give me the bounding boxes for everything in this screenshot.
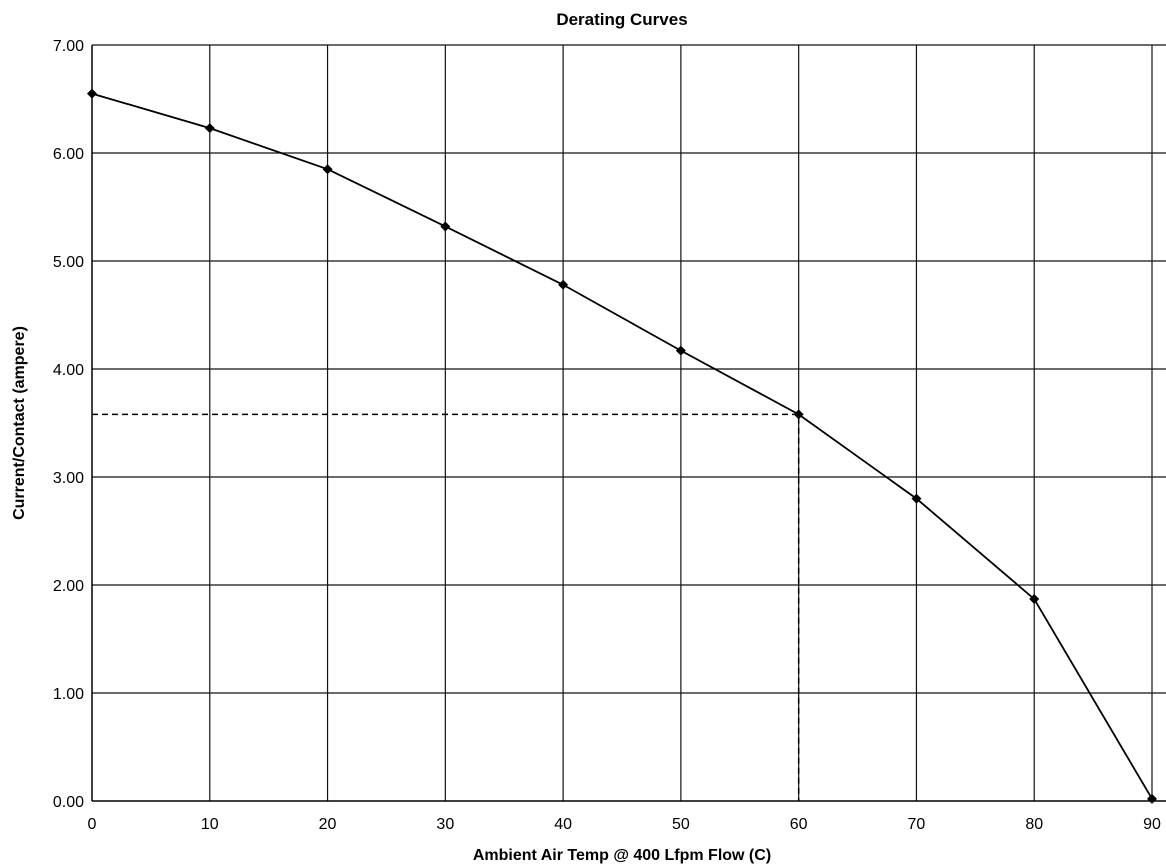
x-tick-label: 10 [201,816,219,833]
reference-line [92,413,800,801]
series-line [91,92,1153,800]
data-point [793,409,804,420]
data-point [322,164,333,175]
y-tick-label: 5.00 [53,254,84,271]
y-axis-label: Current/Contact (ampere) [11,326,28,520]
x-tick-label: 90 [1143,816,1161,833]
x-tick-label: 60 [790,816,808,833]
data-point [87,88,97,99]
data-point [911,493,922,504]
x-tick-label: 0 [88,816,97,833]
data-point [558,279,569,290]
series [87,88,1157,804]
axes [91,45,1166,802]
y-tick-label: 7.00 [53,38,84,55]
x-tick-label: 40 [554,816,572,833]
x-tick-label: 80 [1025,816,1043,833]
y-tick-label: 4.00 [53,362,84,379]
x-tick-label: 70 [908,816,926,833]
y-tick-label: 3.00 [53,470,84,487]
data-point [204,123,215,134]
x-axis-label: Ambient Air Temp @ 400 Lfpm Flow (C) [473,847,771,864]
tick-labels: 0.00 1.00 2.00 3.00 4.00 5.00 6.00 7.00 0 10 20 30 4… [53,38,1161,833]
chart-title: Derating Curves [556,10,687,29]
y-tick-label: 1.00 [53,686,84,703]
data-point [675,345,686,356]
data-point [1029,594,1040,605]
reference-lines [92,413,800,801]
x-tick-label: 50 [672,816,690,833]
y-tick-label: 0.00 [53,794,84,811]
y-tick-label: 2.00 [53,578,84,595]
data-point [440,221,451,232]
data-point [1147,793,1157,804]
x-tick-label: 30 [436,816,454,833]
x-tick-label: 20 [319,816,337,833]
grid [92,44,1166,801]
y-tick-label: 6.00 [53,146,84,163]
